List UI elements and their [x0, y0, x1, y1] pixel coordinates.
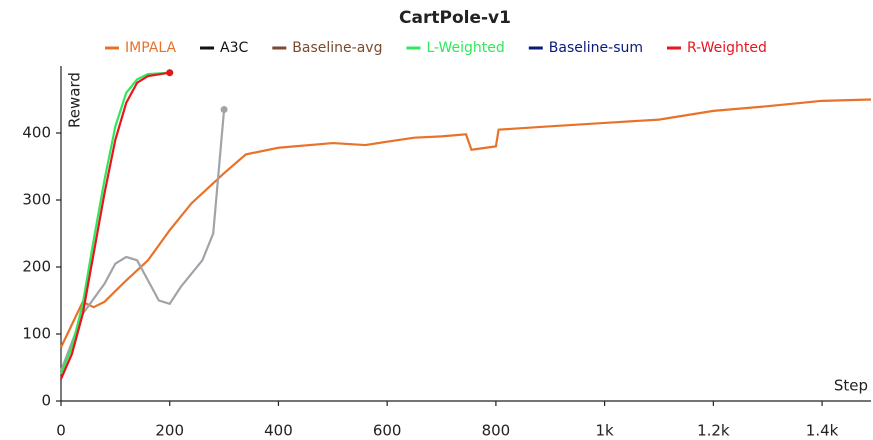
y-tick-label: 0: [41, 392, 51, 410]
x-tick-label: 1k: [596, 422, 615, 440]
legend-label: Baseline-sum: [549, 40, 643, 56]
x-tick-label: 800: [482, 422, 511, 440]
x-tick-label: 400: [264, 422, 293, 440]
x-tick-label: 200: [155, 422, 184, 440]
x-tick-label: 600: [373, 422, 402, 440]
y-tick-label: 400: [22, 124, 51, 142]
legend-label: L-Weighted: [426, 40, 504, 56]
legend-label: Baseline-avg: [292, 40, 382, 56]
x-tick-label: 0: [56, 422, 66, 440]
legend-label: R-Weighted: [687, 40, 767, 56]
y-tick-label: 200: [22, 258, 51, 276]
end-point: [220, 106, 228, 114]
legend-label: A3C: [220, 40, 248, 56]
series-line: [59, 109, 226, 372]
y-tick-label: 300: [22, 191, 51, 209]
x-axis-label: Step: [834, 377, 868, 395]
x-tick-label: 1.2k: [697, 422, 730, 440]
chart-title: CartPole-v1: [399, 8, 511, 28]
end-point: [166, 69, 174, 77]
y-axis-label: Reward: [66, 72, 84, 128]
x-tick-label: 1.4k: [806, 422, 839, 440]
legend-label: IMPALA: [125, 40, 176, 56]
y-tick-label: 100: [22, 325, 51, 343]
series-line: [59, 71, 170, 380]
series-line: [60, 98, 872, 348]
series-line: [59, 71, 170, 375]
